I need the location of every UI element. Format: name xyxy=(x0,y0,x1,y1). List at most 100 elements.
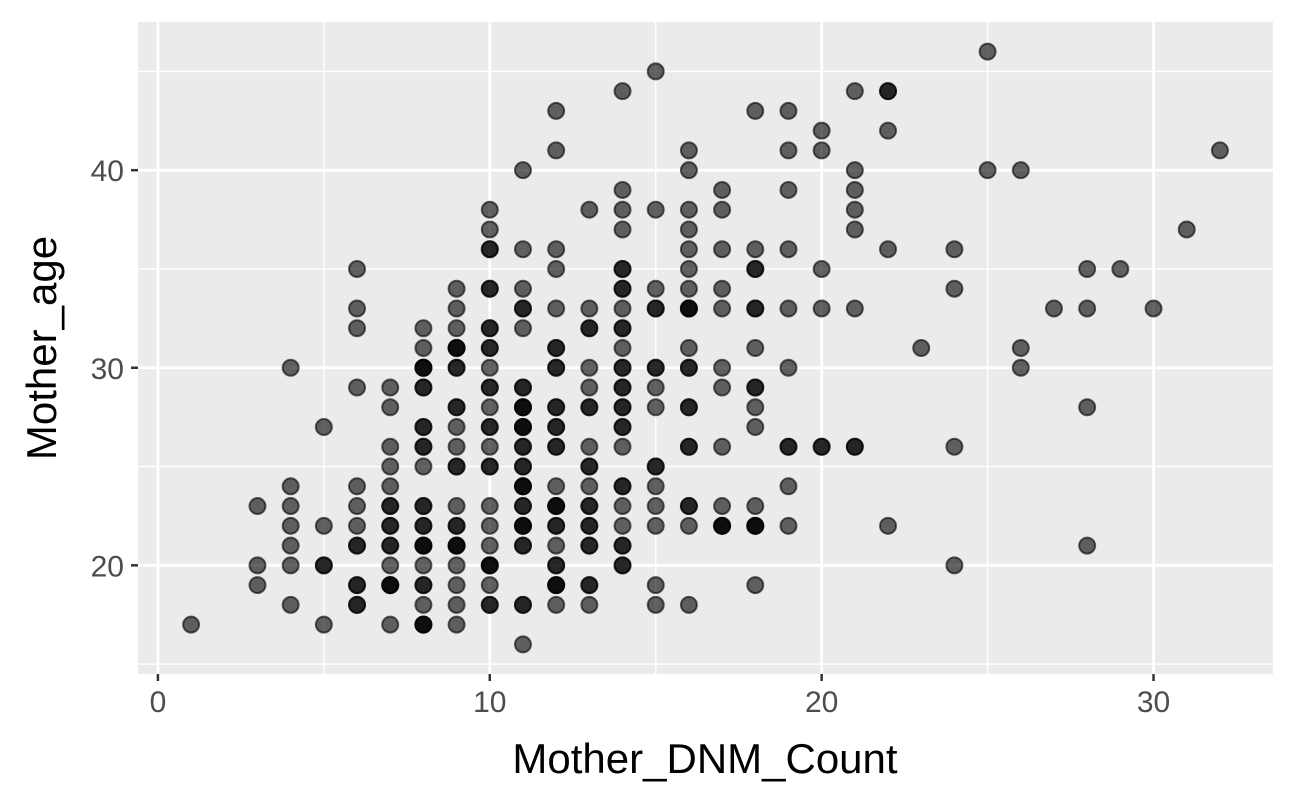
data-point xyxy=(381,457,400,476)
data-point xyxy=(281,595,300,614)
data-point xyxy=(381,497,400,516)
data-point xyxy=(447,497,466,516)
data-point xyxy=(547,398,566,417)
data-point xyxy=(480,457,499,476)
data-point xyxy=(613,418,632,437)
data-point xyxy=(547,477,566,496)
data-point xyxy=(414,516,433,535)
data-point xyxy=(713,240,732,259)
data-point xyxy=(613,220,632,239)
data-point xyxy=(580,299,599,318)
data-point xyxy=(381,576,400,595)
data-point xyxy=(746,240,765,259)
data-point xyxy=(480,595,499,614)
data-point xyxy=(414,615,433,634)
data-point xyxy=(646,595,665,614)
data-point xyxy=(414,358,433,377)
data-point xyxy=(713,516,732,535)
data-point xyxy=(381,536,400,555)
data-point xyxy=(679,259,698,278)
data-point xyxy=(580,319,599,338)
data-point xyxy=(812,437,831,456)
data-point xyxy=(547,259,566,278)
data-point xyxy=(613,358,632,377)
data-point xyxy=(779,477,798,496)
data-point xyxy=(447,516,466,535)
data-point xyxy=(480,240,499,259)
data-point xyxy=(646,279,665,298)
data-point xyxy=(381,615,400,634)
data-point xyxy=(580,576,599,595)
data-point xyxy=(447,457,466,476)
data-point xyxy=(547,576,566,595)
data-point xyxy=(513,378,532,397)
data-point xyxy=(746,418,765,437)
data-point xyxy=(1011,161,1030,180)
data-point xyxy=(281,497,300,516)
x-axis-title: Mother_DNM_Count xyxy=(512,735,897,782)
data-point xyxy=(845,220,864,239)
data-point xyxy=(646,576,665,595)
data-point xyxy=(646,378,665,397)
data-point xyxy=(547,358,566,377)
data-point xyxy=(912,339,931,357)
data-point xyxy=(447,615,466,634)
data-point xyxy=(547,240,566,259)
data-point xyxy=(679,200,698,219)
data-point xyxy=(513,437,532,456)
data-point xyxy=(679,220,698,239)
data-point xyxy=(812,141,831,160)
data-point xyxy=(248,576,267,595)
y-axis-title: Mother_age xyxy=(18,236,65,460)
data-point xyxy=(414,536,433,555)
data-point xyxy=(746,378,765,397)
data-point xyxy=(580,200,599,219)
data-point xyxy=(812,259,831,278)
data-point xyxy=(414,339,433,357)
data-point xyxy=(779,240,798,259)
data-point xyxy=(381,437,400,456)
data-point xyxy=(613,299,632,318)
data-point xyxy=(414,418,433,437)
data-point xyxy=(447,437,466,456)
y-tick-label: 20 xyxy=(91,550,124,583)
data-point xyxy=(713,180,732,199)
data-point xyxy=(281,536,300,555)
data-point xyxy=(613,180,632,199)
data-point xyxy=(348,536,367,555)
data-point xyxy=(779,101,798,120)
data-point xyxy=(1144,299,1163,318)
data-point xyxy=(945,240,964,259)
data-point xyxy=(646,358,665,377)
data-point xyxy=(679,161,698,180)
data-point xyxy=(1078,299,1097,318)
data-point xyxy=(812,299,831,318)
data-point xyxy=(580,358,599,377)
data-point xyxy=(879,240,898,259)
data-point xyxy=(779,180,798,199)
minor-gridlines xyxy=(138,22,1273,674)
data-points xyxy=(182,42,1229,654)
data-point xyxy=(480,556,499,575)
data-point xyxy=(348,576,367,595)
data-point xyxy=(580,437,599,456)
data-point xyxy=(547,536,566,555)
data-point xyxy=(513,299,532,318)
data-point xyxy=(746,299,765,318)
data-point xyxy=(547,141,566,160)
x-tick-label: 20 xyxy=(805,686,838,719)
data-point xyxy=(580,497,599,516)
data-point xyxy=(613,259,632,278)
data-point xyxy=(1210,141,1229,160)
data-point xyxy=(945,556,964,575)
data-point xyxy=(845,161,864,180)
data-point xyxy=(381,477,400,496)
data-point xyxy=(746,101,765,120)
data-point xyxy=(779,141,798,160)
data-point xyxy=(314,615,333,634)
data-point xyxy=(447,418,466,437)
data-point xyxy=(513,457,532,476)
data-point xyxy=(513,595,532,614)
data-point xyxy=(547,595,566,614)
data-point xyxy=(580,595,599,614)
